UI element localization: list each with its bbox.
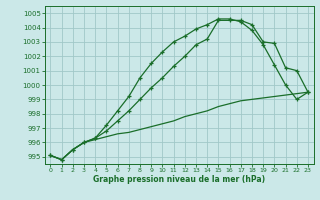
X-axis label: Graphe pression niveau de la mer (hPa): Graphe pression niveau de la mer (hPa): [93, 175, 265, 184]
